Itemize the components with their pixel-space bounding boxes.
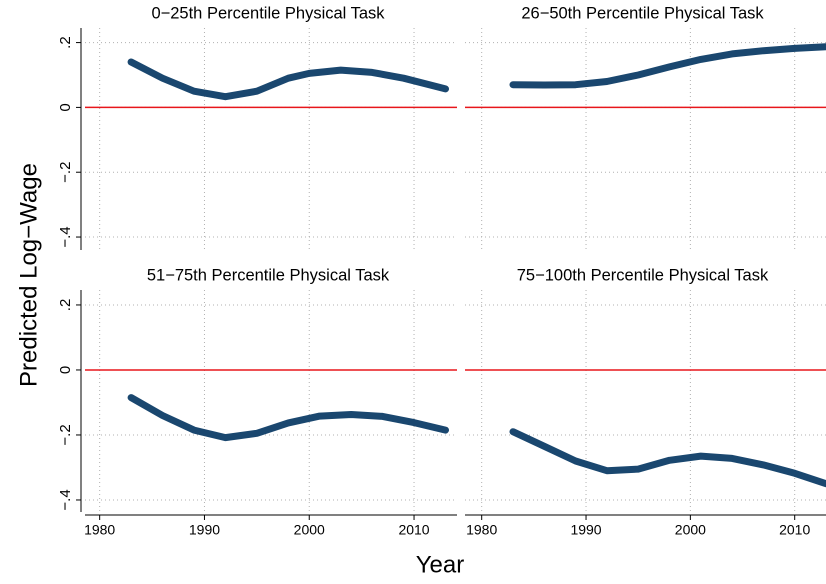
panel-title: 26−50th Percentile Physical Task	[521, 4, 764, 22]
y-tick-label: .2	[57, 299, 74, 312]
x-tick-label: 1990	[570, 522, 601, 538]
panel-title: 0−25th Percentile Physical Task	[151, 4, 385, 22]
x-tick-label: 1980	[466, 522, 497, 538]
y-tick-label: .2	[57, 36, 74, 49]
x-tick-label: 1990	[189, 522, 220, 538]
x-tick-label: 2010	[398, 522, 429, 538]
y-tick-label: −.2	[57, 162, 74, 183]
y-tick-label: 0	[57, 366, 74, 374]
x-axis-title: Year	[416, 551, 465, 578]
x-tick-label: 2000	[675, 522, 706, 538]
x-tick-label: 2010	[779, 522, 810, 538]
data-line	[509, 428, 826, 488]
y-axis-title: Predicted Log−Wage	[15, 163, 42, 387]
data-line	[509, 43, 826, 89]
panel-title: 51−75th Percentile Physical Task	[147, 266, 390, 284]
y-tick-label: 0	[57, 103, 74, 111]
y-tick-label: −.4	[57, 226, 74, 247]
y-tick-label: −.4	[57, 489, 74, 510]
y-tick-label: −.2	[57, 424, 74, 445]
data-line	[127, 58, 449, 101]
x-tick-label: 2000	[294, 522, 325, 538]
data-line	[127, 394, 449, 442]
x-tick-label: 1980	[84, 522, 115, 538]
panel-title: 75−100th Percentile Physical Task	[517, 266, 769, 284]
